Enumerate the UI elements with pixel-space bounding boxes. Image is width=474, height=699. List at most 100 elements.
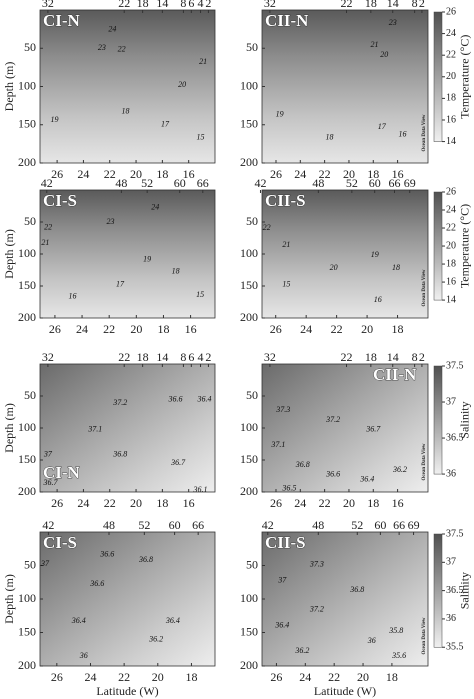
contour-label: 37: [43, 450, 53, 459]
station-label: 18: [365, 350, 377, 364]
x-tick-label: 18: [156, 167, 168, 181]
contour-label: 15: [196, 290, 204, 299]
station-label: 2: [205, 350, 211, 364]
station-label: 2: [419, 0, 425, 10]
contour-field: [261, 9, 429, 164]
colorbar-tick-label: 16: [446, 276, 456, 287]
colorbar: [433, 11, 443, 142]
station-label: 32: [264, 0, 276, 10]
panel-title: CI-S: [43, 533, 77, 552]
colorbar-tick-label: 36: [446, 468, 456, 479]
station-label: 22: [341, 350, 353, 364]
station-label: 48: [312, 518, 324, 532]
station-label: 69: [408, 518, 420, 532]
x-tick-label: 26: [51, 496, 63, 510]
x-tick-label: 18: [386, 670, 398, 684]
colorbar-tick-label: 14: [446, 136, 456, 147]
contour-label: 16: [398, 130, 406, 139]
station-label: 8: [180, 350, 186, 364]
contour-label: 37.2: [309, 605, 324, 614]
contour-field: [39, 363, 216, 493]
x-tick-label: 24: [300, 322, 312, 336]
contour-label: 36: [79, 651, 88, 660]
contour-field: [261, 363, 429, 493]
x-tick-label: 18: [392, 322, 404, 336]
x-tick-label: 20: [343, 496, 355, 510]
contour-label: 18: [392, 263, 400, 272]
contour-label: 20: [380, 50, 388, 59]
x-tick-label: 22: [104, 496, 116, 510]
colorbar-tick-label: 18: [446, 93, 456, 104]
x-axis-label: Latitude (W): [314, 684, 376, 698]
y-tick-label: 100: [18, 420, 36, 434]
station-label: 42: [262, 518, 274, 532]
contour-label: 36.7: [365, 425, 381, 434]
x-tick-label: 16: [392, 167, 404, 181]
y-tick-label: 150: [18, 117, 36, 131]
y-tick-label: 100: [240, 78, 258, 92]
contour-label: 37.3: [275, 405, 290, 414]
station-label: 66: [197, 176, 209, 190]
y-axis-label: Depth (m): [2, 574, 16, 624]
contour-label: 35.8: [388, 626, 403, 635]
panel-title: CI-N: [43, 463, 81, 482]
contour-label: 17: [116, 280, 125, 289]
x-tick-label: 20: [130, 496, 142, 510]
x-tick-label: 20: [130, 167, 142, 181]
y-tick-label: 200: [240, 658, 258, 672]
y-axis-label: Depth (m): [2, 229, 16, 279]
station-label: 32: [264, 350, 276, 364]
panel-title: CII-S: [265, 533, 306, 552]
station-label: 48: [103, 518, 115, 532]
contour-label: 22: [44, 223, 52, 232]
contour-label: 36.8: [138, 555, 153, 564]
watermark: Ocean Data View: [422, 443, 427, 480]
x-tick-label: 26: [49, 322, 61, 336]
station-label: 32: [42, 0, 54, 10]
colorbar-tick-label: 26: [446, 6, 456, 17]
x-tick-label: 24: [77, 167, 89, 181]
y-tick-label: 50: [24, 388, 36, 402]
station-label: 18: [137, 0, 149, 10]
contour-label: 18: [325, 133, 333, 142]
colorbar-tick-label: 37: [446, 557, 456, 568]
contour-label: 35.6: [391, 651, 406, 660]
station-label: 32: [42, 350, 54, 364]
contour-field: [261, 189, 429, 319]
contour-label: 19: [50, 115, 58, 124]
station-label: 60: [169, 518, 181, 532]
y-tick-label: 150: [240, 278, 258, 292]
x-tick-label: 26: [270, 322, 282, 336]
y-tick-label: 200: [240, 484, 258, 498]
colorbar-tick-label: 26: [446, 186, 456, 197]
panel-title: CI-S: [43, 191, 77, 210]
y-tick-label: 150: [240, 117, 258, 131]
panel-title: CII-S: [265, 191, 306, 210]
contour-label: 21: [41, 238, 49, 247]
x-tick-label: 18: [157, 322, 169, 336]
x-tick-label: 26: [51, 670, 63, 684]
y-tick-label: 200: [18, 310, 36, 324]
contour-label: 16: [69, 292, 77, 301]
contour-label: 18: [122, 107, 130, 116]
colorbar-tick-label: 36: [446, 613, 456, 624]
contour-label: 21: [199, 57, 207, 66]
contour-label: 20: [330, 263, 338, 272]
panel-title: CII-N: [265, 11, 309, 30]
contour-field: [39, 9, 216, 164]
y-tick-label: 200: [240, 310, 258, 324]
contour-label: 36.6: [168, 395, 183, 404]
watermark: Ocean Data View: [422, 269, 427, 306]
contour-field: [261, 531, 429, 667]
contour-field: [39, 189, 216, 319]
colorbar-tick-label: 37.5: [446, 528, 464, 539]
contour-label: 16: [374, 295, 382, 304]
x-tick-label: 26: [270, 670, 282, 684]
station-label: 42: [42, 518, 54, 532]
station-label: 14: [156, 0, 168, 10]
contour-label: 15: [282, 280, 290, 289]
station-label: 8: [180, 0, 186, 10]
station-label: 66: [388, 176, 400, 190]
station-label: 48: [115, 176, 127, 190]
contour-label: 19: [371, 250, 379, 259]
